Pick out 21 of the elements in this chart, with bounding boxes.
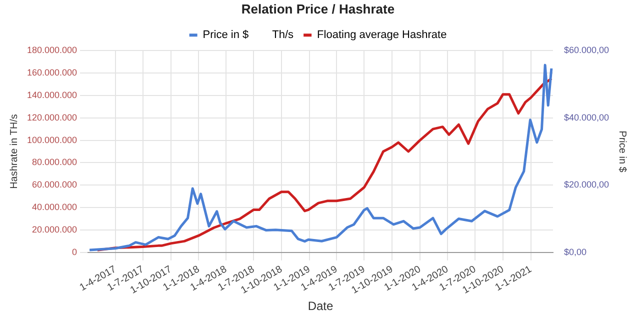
y2-tick-label: $0,00 bbox=[564, 246, 586, 257]
y-tick-label: 160.000.000 bbox=[26, 68, 78, 78]
x-axis-title: Date bbox=[308, 299, 334, 314]
y2-axis-title: Price in $ bbox=[616, 130, 628, 173]
y-tick-label: 100.000.000 bbox=[26, 134, 78, 145]
y-tick-label: 20.000.000 bbox=[32, 224, 78, 234]
y-tick-label: 120.000.000 bbox=[26, 112, 78, 122]
chart-title: Relation Price / Hashrate bbox=[241, 1, 395, 16]
y-tick-label: 80.000.000 bbox=[32, 157, 78, 168]
y2-tick-label: $20.000,00 bbox=[564, 180, 610, 190]
y-tick-label: 60.000.000 bbox=[32, 180, 78, 190]
y-tick-label: 0 bbox=[72, 246, 78, 257]
y-tick-label: 40.000.000 bbox=[32, 202, 78, 212]
text: Th/s bbox=[272, 29, 294, 42]
y-axis-title: Hashrate in TH/s bbox=[8, 114, 20, 189]
y-tick-label: 140.000.000 bbox=[26, 90, 78, 100]
legend-label: Price in $ bbox=[202, 29, 249, 42]
y2-tick-label: $60.000,00 bbox=[564, 45, 610, 56]
y2-tick-label: $40.000,00 bbox=[564, 112, 610, 122]
y-tick-label: 180.000.000 bbox=[26, 45, 78, 56]
legend-label: Floating average Hashrate bbox=[317, 29, 447, 42]
